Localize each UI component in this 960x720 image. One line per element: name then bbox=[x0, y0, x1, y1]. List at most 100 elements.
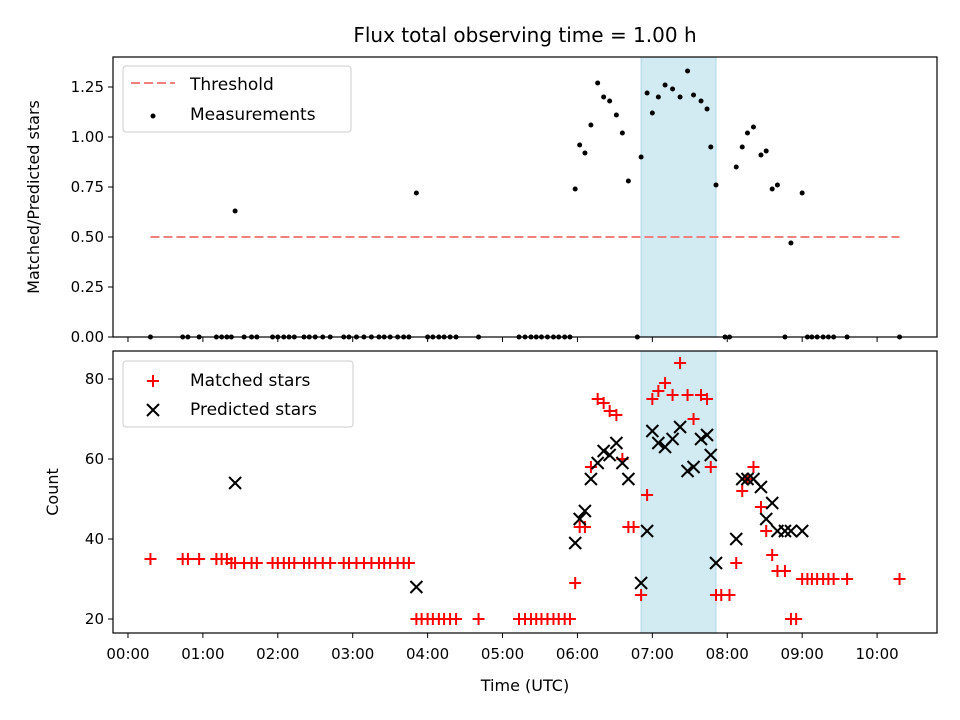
cross-b bbox=[615, 456, 630, 470]
predicted-star-point bbox=[765, 496, 779, 510]
cross-b bbox=[740, 472, 755, 486]
predicted-star-point bbox=[694, 432, 708, 446]
matched-star-point bbox=[701, 393, 714, 405]
top-panel: 0.00 0.25 0.50 0.75 1.00 1.25 Matched/Predict… bbox=[24, 56, 938, 346]
predicted-star-point bbox=[704, 448, 718, 462]
cross-b bbox=[596, 444, 611, 458]
measurement-point bbox=[744, 130, 750, 136]
measurement-point bbox=[677, 94, 683, 100]
measurement-point bbox=[588, 122, 594, 128]
predicted-star-point bbox=[651, 436, 666, 450]
matched-star-point bbox=[681, 389, 694, 401]
predicted-star-point bbox=[634, 576, 648, 590]
matched-star-point bbox=[790, 613, 803, 625]
measurement-point bbox=[708, 144, 714, 150]
measurement-point bbox=[644, 90, 650, 96]
bottom-y-label: Count bbox=[43, 468, 62, 516]
measurement-point bbox=[582, 150, 588, 156]
top-y-tick-label: 0.50 bbox=[71, 228, 104, 246]
cross-b bbox=[609, 436, 624, 450]
cross-b bbox=[746, 472, 761, 486]
legend-matched-swatch bbox=[147, 375, 159, 387]
predicted-star-point bbox=[645, 424, 660, 438]
x-axis-label: Time (UTC) bbox=[480, 676, 569, 695]
cross-b bbox=[686, 460, 701, 474]
legend-measurements-label: Measurements bbox=[190, 105, 316, 125]
cross-b bbox=[735, 472, 749, 486]
cross-b bbox=[778, 524, 792, 538]
bottom-y-axis: 20 40 60 80 bbox=[85, 370, 113, 628]
predicted-star-point bbox=[740, 472, 755, 486]
matched-star-point bbox=[766, 549, 779, 561]
predicted-star-point bbox=[584, 472, 598, 486]
measurement-point bbox=[670, 86, 676, 92]
matched-star-point bbox=[723, 589, 736, 601]
x-tick-label: 07:00 bbox=[631, 645, 674, 663]
matched-star-point bbox=[181, 553, 194, 565]
matched-star-point bbox=[659, 377, 672, 389]
cross-b bbox=[572, 512, 587, 526]
matched-star-point bbox=[827, 573, 840, 585]
x-tick-label: 01:00 bbox=[181, 645, 224, 663]
predicted-star-point bbox=[729, 532, 743, 546]
matched-star-point bbox=[563, 613, 576, 625]
bottom-y-tick-label: 60 bbox=[85, 450, 104, 468]
cross-b bbox=[665, 432, 680, 446]
predicted-star-point bbox=[754, 480, 768, 494]
matched-star-point bbox=[674, 357, 687, 369]
bottom-legend: Matched stars Predicted stars bbox=[122, 360, 354, 428]
cross-b bbox=[640, 524, 654, 538]
bottom-x-axis: 00:00 01:00 02:00 03:00 04:00 05:00 06:00 07:00… bbox=[106, 633, 899, 663]
predicted-star-point bbox=[700, 428, 714, 442]
measurement-point bbox=[638, 154, 644, 160]
measurement-point bbox=[704, 106, 710, 112]
cross-b bbox=[709, 556, 723, 570]
measurement-point bbox=[774, 182, 780, 188]
measurement-point bbox=[769, 186, 775, 192]
x-tick-label: 04:00 bbox=[406, 645, 449, 663]
measurement-point bbox=[649, 110, 655, 116]
matched-star-point bbox=[666, 389, 679, 401]
predicted-star-point bbox=[590, 456, 605, 470]
measurement-point bbox=[788, 240, 794, 246]
legend-threshold-label: Threshold bbox=[189, 75, 274, 95]
bottom-y-tick-label: 80 bbox=[85, 370, 104, 388]
x-tick-label: 02:00 bbox=[256, 645, 299, 663]
cross-b bbox=[645, 424, 660, 438]
matched-star-point bbox=[687, 413, 700, 425]
predicted-star-point bbox=[640, 524, 654, 538]
measurement-point bbox=[739, 144, 745, 150]
predicted-star-point bbox=[568, 536, 582, 550]
chart-title: Flux total observing time = 1.00 h bbox=[353, 23, 696, 47]
bottom-y-tick-label: 40 bbox=[85, 530, 104, 548]
matched-star-point bbox=[610, 409, 623, 421]
cross-b bbox=[584, 472, 598, 486]
predicted-star-point bbox=[759, 512, 773, 526]
matched-star-point bbox=[893, 573, 906, 585]
cross-b bbox=[784, 524, 798, 538]
predicted-star-point bbox=[673, 420, 687, 434]
measurement-point bbox=[619, 130, 625, 136]
x-tick-label: 06:00 bbox=[556, 645, 599, 663]
predicted-star-point bbox=[228, 476, 242, 490]
cross-b bbox=[704, 448, 718, 462]
predicted-star-point bbox=[680, 464, 695, 478]
legend-predicted-label: Predicted stars bbox=[190, 400, 317, 420]
predicted-star-point bbox=[578, 504, 592, 518]
measurement-point bbox=[413, 190, 419, 196]
measurement-point bbox=[750, 124, 756, 130]
cross-b bbox=[590, 456, 605, 470]
matched-star-point bbox=[635, 589, 648, 601]
matched-star-point bbox=[144, 553, 157, 565]
cross-b bbox=[621, 472, 636, 486]
top-plot-frame bbox=[112, 56, 938, 338]
matched-star-point bbox=[652, 385, 665, 397]
predicted-star-point bbox=[596, 444, 611, 458]
top-y-axis: 0.00 0.25 0.50 0.75 1.00 1.25 bbox=[71, 78, 113, 346]
x-tick-label: 05:00 bbox=[481, 645, 524, 663]
top-y-tick-label: 0.75 bbox=[71, 178, 104, 196]
bottom-plot-frame bbox=[112, 350, 938, 634]
measurement-point bbox=[662, 82, 668, 88]
